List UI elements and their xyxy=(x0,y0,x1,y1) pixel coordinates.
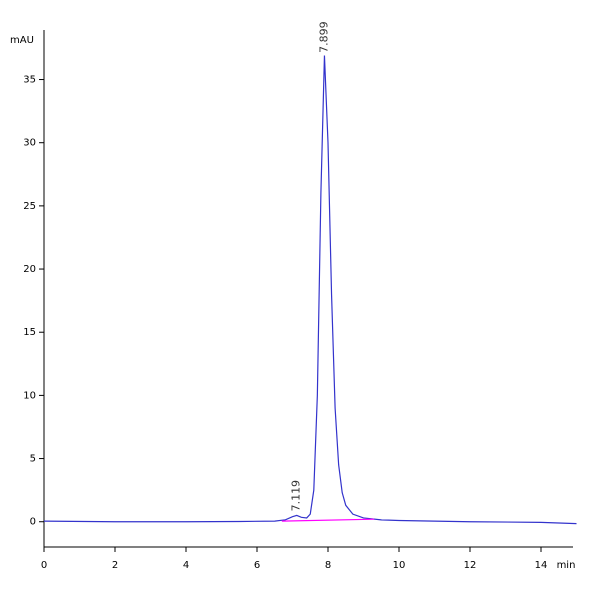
x-tick-label: 8 xyxy=(325,560,331,571)
y-tick-label: 0 xyxy=(30,517,36,528)
y-tick-label: 10 xyxy=(23,390,36,401)
x-tick-label: 2 xyxy=(112,560,118,571)
x-tick-label: 10 xyxy=(393,560,406,571)
y-tick-label: 20 xyxy=(23,264,36,275)
y-tick-label: 30 xyxy=(23,138,36,149)
y-tick-label: 35 xyxy=(23,75,36,86)
y-tick-label: 5 xyxy=(30,454,36,465)
x-tick-label: 14 xyxy=(535,560,548,571)
trace xyxy=(43,55,577,525)
x-tick-label: 0 xyxy=(41,560,47,571)
x-tick-label: 12 xyxy=(464,560,477,571)
x-tick-label: 6 xyxy=(254,560,260,571)
y-tick-label: 15 xyxy=(23,327,36,338)
y-tick-label: 25 xyxy=(23,201,36,212)
trace xyxy=(281,518,375,522)
x-axis-label: min xyxy=(557,560,576,571)
x-tick-label: 4 xyxy=(183,560,189,571)
y-axis-label: mAU xyxy=(10,35,34,46)
peak-label: 7.899 xyxy=(317,21,330,53)
peak-label: 7.119 xyxy=(290,480,303,512)
